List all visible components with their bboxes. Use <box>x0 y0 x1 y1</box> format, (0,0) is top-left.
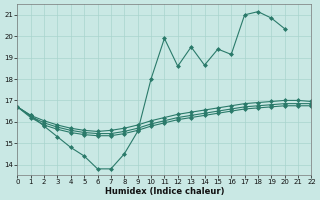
X-axis label: Humidex (Indice chaleur): Humidex (Indice chaleur) <box>105 187 224 196</box>
